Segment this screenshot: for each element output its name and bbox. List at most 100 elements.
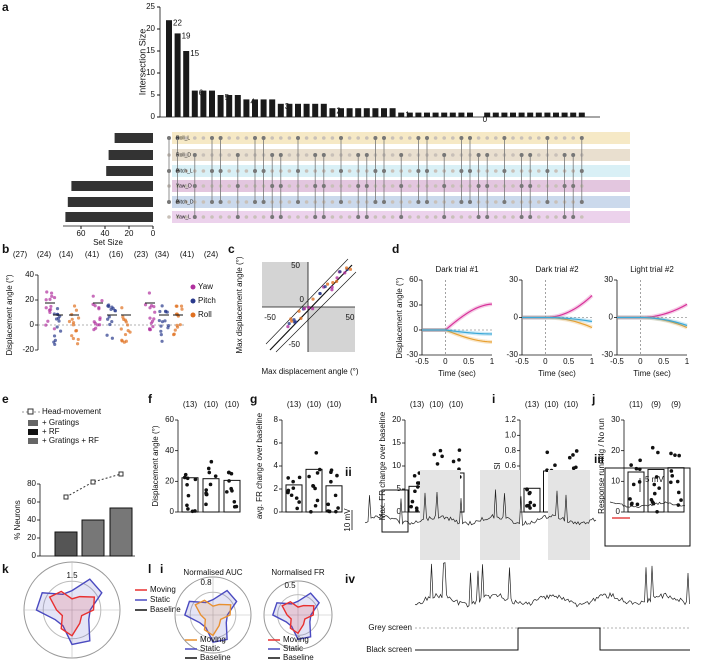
matrix-dot-active [442, 215, 447, 219]
dot [49, 307, 53, 312]
axis-label: Displacement angle (°) [5, 274, 14, 355]
dot [571, 466, 576, 470]
bar [553, 112, 559, 117]
matrix-dot [304, 136, 309, 140]
dot [673, 453, 677, 457]
dot [207, 470, 212, 475]
count-label: (10) [449, 400, 464, 409]
matrix-dot [227, 153, 231, 157]
matrix-dot [390, 200, 395, 204]
matrix-dot [425, 215, 429, 219]
bar [166, 20, 172, 118]
matrix-dot [201, 153, 206, 157]
dot [50, 294, 54, 298]
matrix-dot [347, 153, 352, 157]
matrix-dot-active [579, 136, 584, 140]
count-label: (10) [564, 400, 579, 409]
matrix-dot [476, 136, 481, 140]
matrix-dot [390, 215, 395, 219]
value-label: 0 [483, 115, 488, 124]
dot [57, 319, 61, 323]
set-label: Roll_L [176, 135, 190, 141]
matrix-dot [433, 136, 438, 140]
bar [71, 181, 153, 191]
matrix-dot [330, 153, 335, 157]
dot [52, 295, 57, 300]
dot [159, 324, 163, 328]
matrix-dot [193, 136, 197, 140]
matrix-dot-active [468, 136, 472, 140]
matrix-dot [519, 136, 524, 140]
matrix-dot-active [373, 169, 378, 173]
dot [152, 317, 156, 321]
matrix-dot-active [218, 200, 223, 204]
x-tick-label: 0.5 [463, 357, 475, 366]
matrix-dot [236, 136, 240, 140]
dot [410, 499, 415, 504]
matrix-dot [554, 136, 558, 140]
screen-label: Grey screen [368, 623, 412, 632]
dot [148, 328, 152, 332]
matrix-dot [253, 215, 257, 219]
matrix-dot [365, 136, 369, 140]
dot [343, 271, 347, 275]
matrix-dot [244, 169, 249, 173]
bar [535, 112, 542, 117]
dot [143, 303, 148, 307]
matrix-dot [347, 136, 352, 140]
dot [107, 315, 111, 319]
x-tick-label: -0.5 [415, 357, 429, 366]
dot [119, 327, 123, 331]
matrix-dot-active [399, 215, 404, 219]
y-tick-label: 0 [414, 325, 419, 334]
dot [528, 506, 532, 510]
matrix-dot-active [235, 215, 240, 219]
y-tick-label: 15 [146, 46, 155, 55]
matrix-dot-active [192, 153, 197, 157]
matrix-dot [451, 184, 455, 188]
matrix-dot-active [425, 169, 429, 173]
bar-hatched [54, 531, 78, 557]
set-label: Yaw_L [176, 214, 191, 220]
matrix-dot-active [545, 136, 550, 140]
matrix-dot-active [502, 200, 507, 204]
matrix-dot-active [364, 184, 369, 188]
matrix-dot-active [278, 184, 283, 188]
dot [571, 453, 575, 457]
matrix-dot [287, 200, 292, 204]
panel-letter: d [392, 242, 399, 256]
matrix-dot-active [502, 136, 507, 140]
matrix-dot-active [485, 184, 490, 188]
dot [669, 469, 674, 473]
matrix-dot [408, 153, 412, 157]
matrix-dot-active [356, 153, 361, 157]
dot [334, 509, 338, 514]
count-label: (10) [327, 400, 342, 409]
bar [285, 484, 303, 513]
matrix-dot-active [261, 169, 266, 173]
matrix-dot [451, 215, 455, 219]
matrix-dot [511, 200, 515, 204]
dot [414, 506, 419, 510]
y-tick-label: 5 [151, 90, 156, 99]
dot [227, 479, 231, 483]
dot [180, 307, 184, 311]
matrix-dot-active [399, 153, 404, 157]
dot [545, 468, 549, 473]
scale-label: 5 mV [645, 475, 664, 484]
matrix-dot [270, 136, 275, 140]
dot [163, 319, 167, 323]
dot [175, 304, 179, 308]
matrix-dot [227, 200, 231, 204]
axis-label: Max displacement angle (°) [261, 367, 358, 376]
matrix-dot [330, 200, 335, 204]
dot [654, 475, 659, 479]
dot [675, 479, 680, 484]
quadrant [262, 262, 308, 307]
matrix-dot-active [519, 184, 524, 188]
dot [206, 466, 211, 471]
matrix-dot [322, 136, 326, 140]
screen-label: Black screen [366, 645, 412, 654]
y-tick-label: 4 [274, 461, 279, 470]
dot [311, 484, 316, 488]
